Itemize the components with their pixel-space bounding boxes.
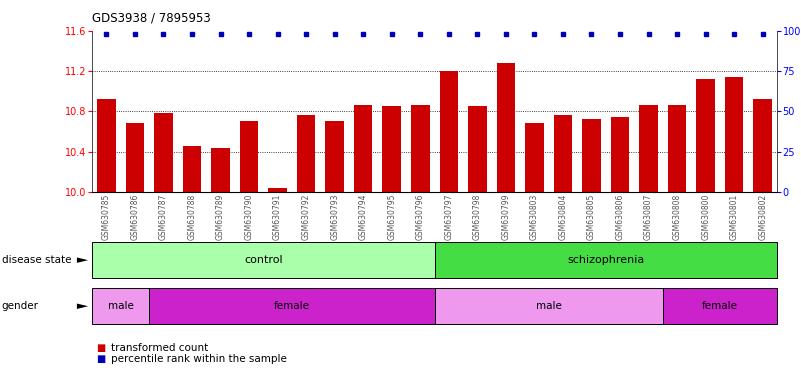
Text: GDS3938 / 7895953: GDS3938 / 7895953 bbox=[92, 12, 211, 25]
Bar bbox=[582, 119, 601, 192]
Bar bbox=[297, 116, 316, 192]
Polygon shape bbox=[77, 257, 88, 263]
Bar bbox=[639, 105, 658, 192]
Bar bbox=[696, 79, 715, 192]
Bar bbox=[211, 148, 230, 192]
Text: percentile rank within the sample: percentile rank within the sample bbox=[111, 354, 287, 364]
Bar bbox=[126, 124, 144, 192]
Bar bbox=[440, 71, 458, 192]
Bar bbox=[325, 121, 344, 192]
Text: schizophrenia: schizophrenia bbox=[567, 255, 644, 265]
Bar bbox=[725, 77, 743, 192]
Bar bbox=[553, 116, 572, 192]
Text: female: female bbox=[274, 301, 310, 311]
Text: control: control bbox=[244, 255, 283, 265]
Bar bbox=[154, 113, 173, 192]
Bar bbox=[610, 118, 630, 192]
Bar bbox=[525, 124, 544, 192]
Bar bbox=[382, 106, 401, 192]
Bar bbox=[668, 105, 686, 192]
Text: male: male bbox=[536, 301, 562, 311]
Bar bbox=[97, 99, 115, 192]
Text: disease state: disease state bbox=[2, 255, 71, 265]
Text: male: male bbox=[107, 301, 134, 311]
Text: ■: ■ bbox=[96, 343, 106, 353]
Bar bbox=[468, 106, 487, 192]
Bar bbox=[497, 63, 515, 192]
Text: gender: gender bbox=[2, 301, 38, 311]
Bar bbox=[183, 146, 201, 192]
Bar bbox=[268, 188, 287, 192]
Bar bbox=[239, 121, 259, 192]
Text: ■: ■ bbox=[96, 354, 106, 364]
Bar bbox=[411, 105, 429, 192]
Text: female: female bbox=[702, 301, 738, 311]
Polygon shape bbox=[77, 303, 88, 309]
Text: transformed count: transformed count bbox=[111, 343, 207, 353]
Bar bbox=[754, 99, 772, 192]
Bar bbox=[354, 105, 372, 192]
